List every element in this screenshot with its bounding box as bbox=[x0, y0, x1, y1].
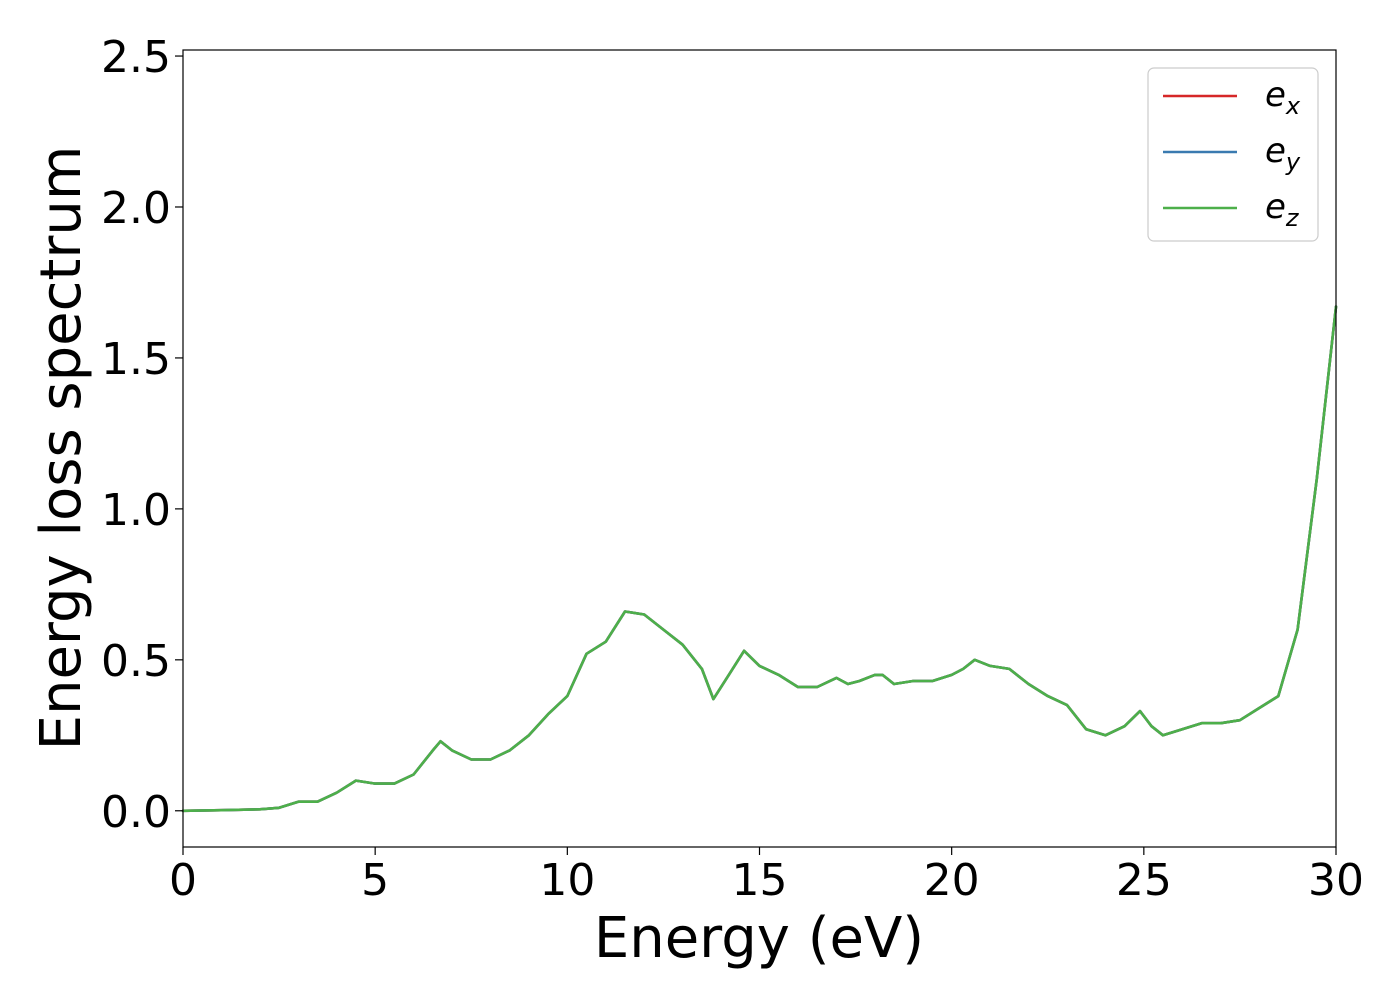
legend-box bbox=[1147, 67, 1319, 242]
legend-subscript: z bbox=[1285, 204, 1300, 232]
series-layer bbox=[181, 305, 1338, 813]
x-tick-label: 5 bbox=[361, 855, 389, 906]
x-tick-label: 30 bbox=[1308, 855, 1364, 906]
y-tick-label: 1.0 bbox=[101, 485, 171, 536]
series-line-z bbox=[181, 305, 1338, 813]
y-tick-label: 0.0 bbox=[101, 787, 171, 838]
legend-subscript: y bbox=[1285, 148, 1301, 176]
x-tick-label: 15 bbox=[732, 855, 788, 906]
legend-subscript: x bbox=[1285, 92, 1301, 120]
y-tick-label: 0.5 bbox=[101, 636, 171, 687]
x-tick-label: 20 bbox=[924, 855, 980, 906]
x-tick-label: 25 bbox=[1116, 855, 1172, 906]
x-tick-label: 0 bbox=[169, 855, 197, 906]
x-tick-label: 10 bbox=[539, 855, 595, 906]
y-tick-label: 2.0 bbox=[101, 183, 171, 234]
x-axis-title: Energy (eV) bbox=[594, 906, 924, 971]
y-tick-label: 1.5 bbox=[101, 334, 171, 385]
y-axis-title: Energy loss spectrum bbox=[29, 146, 94, 751]
x-axis: 0 5 10 15 20 25 30 bbox=[169, 847, 1364, 906]
y-tick-label: 2.5 bbox=[101, 32, 171, 83]
y-axis: 0.0 0.5 1.0 1.5 2.0 2.5 bbox=[101, 32, 183, 838]
